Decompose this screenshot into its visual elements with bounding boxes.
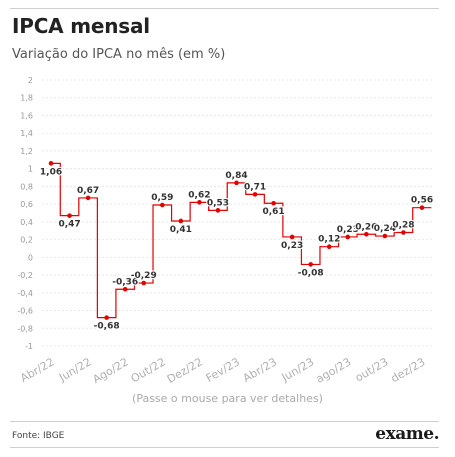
x-tick-label: Out/22 [129, 355, 168, 385]
data-point [178, 218, 184, 224]
hover-hint: (Passe o mouse para ver detalhes) [132, 392, 323, 405]
x-tick-label: Fev/23 [204, 355, 242, 385]
data-label: 0,23 [337, 225, 359, 235]
x-tick-label: out/23 [353, 355, 390, 384]
data-point [215, 208, 221, 213]
y-tick-label: 1,4 [20, 129, 33, 138]
data-label: 0,56 [411, 196, 433, 206]
data-point [289, 234, 295, 240]
data-point [122, 286, 128, 292]
exame-logo: exame. [375, 424, 439, 444]
data-label: 1,06 [40, 167, 62, 177]
y-tick-label: -0,6 [17, 307, 33, 316]
data-point [48, 161, 54, 166]
data-point [382, 233, 388, 239]
data-point [234, 180, 239, 186]
x-tick-label: Jun/22 [56, 355, 94, 384]
x-tick-label: Jun/23 [279, 355, 317, 384]
chart-title: IPCA mensal [12, 14, 150, 38]
x-tick-label: ago/23 [314, 355, 354, 385]
x-tick-label: dez/23 [389, 355, 428, 385]
y-tick-label: 1,8 [20, 94, 33, 103]
data-label: 0,24 [374, 224, 396, 234]
data-label: 0,28 [392, 221, 414, 231]
y-tick-label: 1,2 [20, 147, 33, 156]
data-point [141, 280, 147, 286]
data-label: 0,26 [355, 222, 377, 232]
y-tick-label: 0 [28, 253, 33, 262]
data-point [308, 262, 314, 267]
data-point [419, 205, 425, 210]
data-label: 0,12 [318, 235, 340, 245]
data-point [197, 200, 202, 205]
data-point [67, 213, 72, 218]
y-tick-label: 1,6 [20, 111, 33, 120]
source-note: Fonte: IBGE [12, 431, 65, 441]
y-tick-label: 0,6 [20, 200, 33, 209]
data-label: -0,36 [112, 277, 138, 287]
data-label: -0,68 [94, 322, 120, 332]
y-tick-label: -1 [25, 342, 33, 351]
data-point [326, 244, 332, 249]
y-tick-label: 0,2 [20, 236, 33, 245]
data-label: -0,29 [131, 271, 157, 281]
bottom-rule [10, 447, 439, 448]
data-point [160, 202, 165, 208]
data-label: -0,08 [298, 268, 324, 278]
data-label: 0,53 [207, 198, 229, 208]
y-tick-label: -0,4 [17, 289, 33, 298]
x-tick-label: Abr/22 [18, 355, 56, 385]
data-label: 0,62 [188, 190, 210, 200]
x-tick-label: Dez/22 [165, 355, 205, 386]
y-tick-label: -0,2 [17, 271, 33, 280]
top-rule [10, 8, 439, 9]
x-tick-label: Abr/23 [241, 355, 279, 385]
data-label: 0,41 [170, 225, 192, 235]
data-label: 0,67 [77, 186, 99, 196]
data-point [85, 195, 91, 201]
chart-svg[interactable]: 2 1,8 1,6 1,4 1,2 1 0,8 0,6 0,4 0,2 0 -0,2 -0,4 -0,6 -… [0, 0, 455, 420]
data-point [401, 230, 406, 235]
y-tick-label: 0,4 [20, 218, 33, 227]
data-point [252, 192, 258, 197]
data-label: 0,59 [151, 193, 173, 203]
data-label: 0,47 [58, 220, 80, 230]
data-label: 0,23 [281, 241, 303, 251]
y-tick-label: 2 [28, 76, 33, 85]
y-tick-label: 0,8 [20, 182, 33, 191]
data-point [345, 234, 351, 240]
chart-subtitle: Variação do IPCA no mês (em %) [12, 47, 226, 62]
data-point [271, 200, 276, 206]
y-tick-label: 1 [28, 165, 33, 174]
data-point [104, 315, 109, 320]
data-label: 0,71 [244, 182, 266, 192]
footer-rule [10, 421, 439, 422]
y-tick-label: -0,8 [17, 324, 33, 333]
data-label: 0,84 [225, 171, 247, 181]
data-label: 0,61 [262, 207, 284, 217]
x-tick-label: Ago/22 [90, 355, 130, 386]
data-point [364, 231, 369, 237]
